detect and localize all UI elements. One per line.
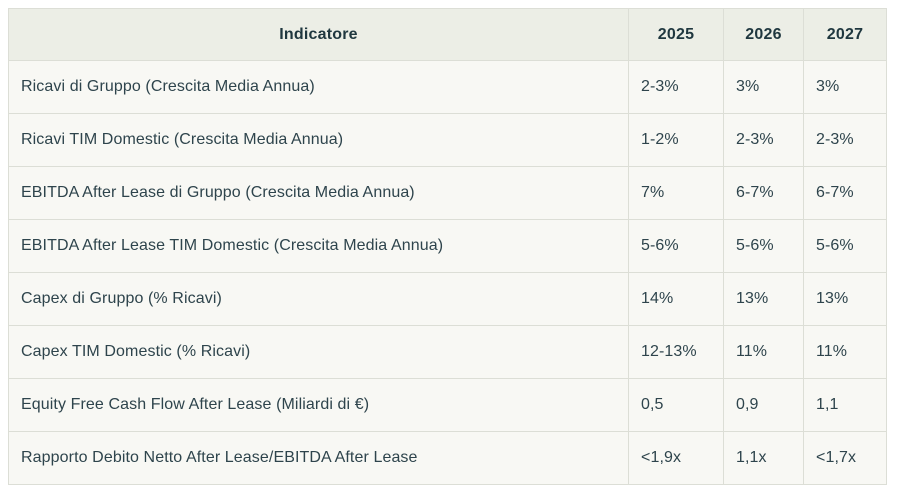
header-row: Indicatore 2025 2026 2027	[8, 8, 887, 61]
value-cell-2026: 2-3%	[723, 113, 804, 167]
indicator-cell: Rapporto Debito Netto After Lease/EBITDA…	[8, 431, 629, 485]
value-cell-2027: 13%	[803, 272, 887, 326]
value-cell-2026: 11%	[723, 325, 804, 379]
column-header-2026: 2026	[723, 8, 804, 61]
value-cell-2027: 5-6%	[803, 219, 887, 273]
table-body: Ricavi di Gruppo (Crescita Media Annua) …	[8, 60, 887, 485]
value-cell-2025: 12-13%	[628, 325, 724, 379]
indicator-cell: Capex TIM Domestic (% Ricavi)	[8, 325, 629, 379]
table-row: Equity Free Cash Flow After Lease (Milia…	[8, 378, 887, 432]
value-cell-2027: 3%	[803, 60, 887, 114]
indicator-cell: EBITDA After Lease di Gruppo (Crescita M…	[8, 166, 629, 220]
value-cell-2025: 5-6%	[628, 219, 724, 273]
table-row: Ricavi TIM Domestic (Crescita Media Annu…	[8, 113, 887, 167]
column-header-indicator: Indicatore	[8, 8, 629, 61]
value-cell-2025: 7%	[628, 166, 724, 220]
value-cell-2027: 2-3%	[803, 113, 887, 167]
value-cell-2027: 6-7%	[803, 166, 887, 220]
value-cell-2026: 0,9	[723, 378, 804, 432]
indicator-cell: EBITDA After Lease TIM Domestic (Crescit…	[8, 219, 629, 273]
guidance-table: Indicatore 2025 2026 2027 Ricavi di Grup…	[8, 8, 887, 485]
indicator-cell: Ricavi di Gruppo (Crescita Media Annua)	[8, 60, 629, 114]
indicator-cell: Ricavi TIM Domestic (Crescita Media Annu…	[8, 113, 629, 167]
indicator-cell: Equity Free Cash Flow After Lease (Milia…	[8, 378, 629, 432]
column-header-2027: 2027	[803, 8, 887, 61]
value-cell-2026: 6-7%	[723, 166, 804, 220]
value-cell-2027: 11%	[803, 325, 887, 379]
table-header: Indicatore 2025 2026 2027	[8, 8, 887, 61]
table-row: Ricavi di Gruppo (Crescita Media Annua) …	[8, 60, 887, 114]
value-cell-2026: 13%	[723, 272, 804, 326]
value-cell-2025: 2-3%	[628, 60, 724, 114]
table-row: EBITDA After Lease di Gruppo (Crescita M…	[8, 166, 887, 220]
value-cell-2027: <1,7x	[803, 431, 887, 485]
table-row: Capex di Gruppo (% Ricavi) 14% 13% 13%	[8, 272, 887, 326]
value-cell-2026: 5-6%	[723, 219, 804, 273]
value-cell-2025: 1-2%	[628, 113, 724, 167]
value-cell-2026: 1,1x	[723, 431, 804, 485]
value-cell-2027: 1,1	[803, 378, 887, 432]
value-cell-2026: 3%	[723, 60, 804, 114]
value-cell-2025: 0,5	[628, 378, 724, 432]
table-row: EBITDA After Lease TIM Domestic (Crescit…	[8, 219, 887, 273]
value-cell-2025: <1,9x	[628, 431, 724, 485]
value-cell-2025: 14%	[628, 272, 724, 326]
table-row: Rapporto Debito Netto After Lease/EBITDA…	[8, 431, 887, 485]
table-row: Capex TIM Domestic (% Ricavi) 12-13% 11%…	[8, 325, 887, 379]
indicator-cell: Capex di Gruppo (% Ricavi)	[8, 272, 629, 326]
column-header-2025: 2025	[628, 8, 724, 61]
